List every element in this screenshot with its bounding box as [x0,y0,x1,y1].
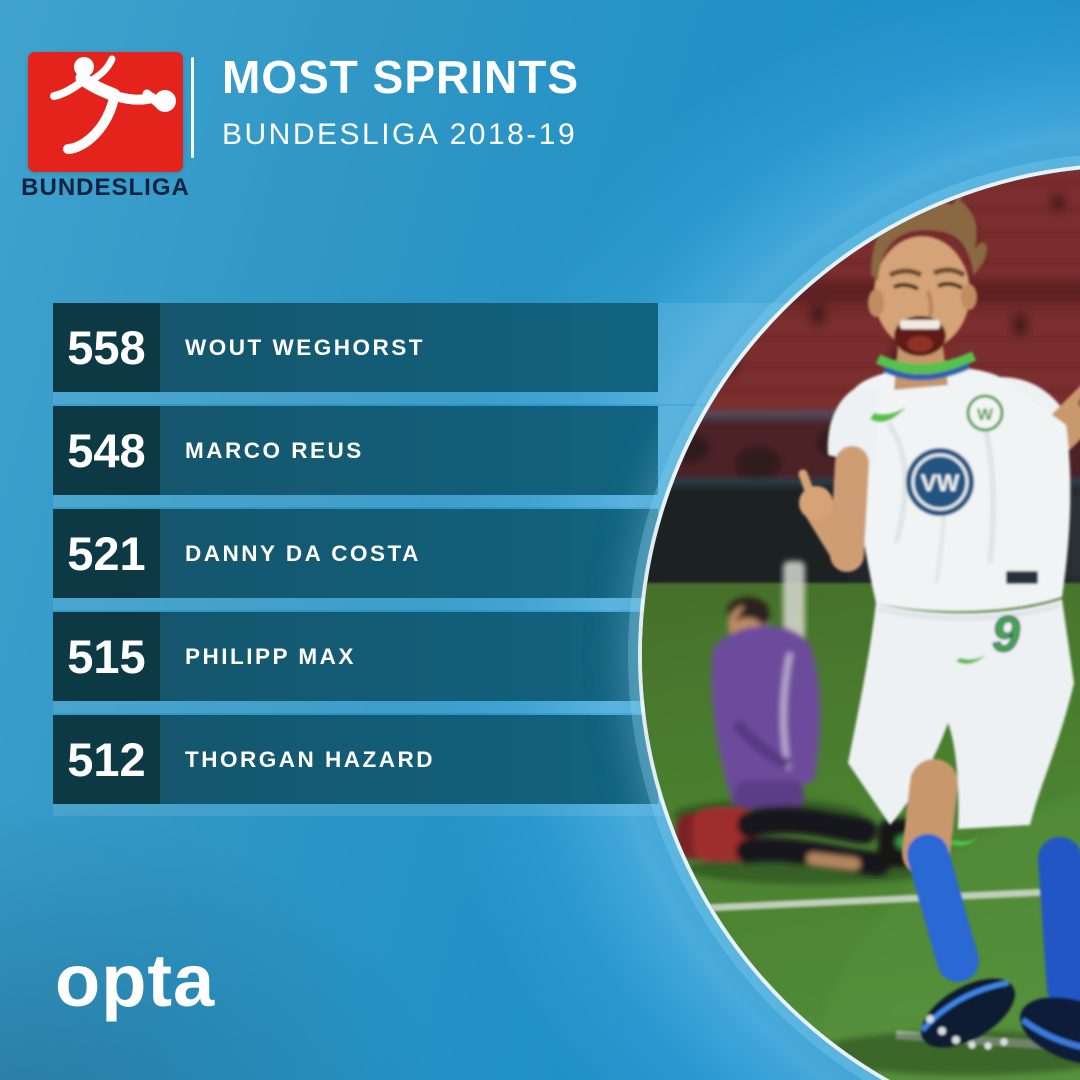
ball-icon [154,90,176,112]
row-player: WOUT WEGHORST [160,303,658,392]
player-photo: W VW 9 [638,163,1080,1080]
shorts-tag [1006,571,1038,584]
bundesliga-wordmark: BUNDESLIGA [21,174,190,201]
bundesliga-player-icon [50,55,176,154]
vw-badge: VW [906,448,974,516]
club-badge: W [966,394,1004,432]
row-player: THORGAN HAZARD [160,715,658,804]
pitch-line [642,887,1080,915]
row-player: MARCO REUS [160,406,658,495]
bundesliga-logo [28,52,183,172]
main-player-figure: W VW 9 [798,175,1080,1065]
header-divider [191,57,194,158]
hair [871,200,987,281]
row-value: 558 [53,303,160,392]
ranking-row: 512 THORGAN HAZARD [53,715,1080,816]
row-value: 515 [53,612,160,701]
row-value: 512 [53,715,160,804]
row-value: 521 [53,509,160,598]
row-player: DANNY DA COSTA [160,509,658,598]
goalpost [783,561,805,641]
page-subtitle: BUNDESLIGA 2018-19 [222,118,578,151]
svg-text:VW: VW [921,470,960,497]
page-title: MOST SPRINTS [222,51,580,103]
opta-logo: opta [55,939,216,1022]
boot-studs [926,1015,1008,1050]
shirt-number: 9 [992,606,1020,662]
svg-text:W: W [977,405,994,424]
row-player: PHILIPP MAX [160,612,658,701]
stadium-stands [642,167,1080,415]
nike-swoosh-icon [870,407,906,423]
row-value: 548 [53,406,160,495]
